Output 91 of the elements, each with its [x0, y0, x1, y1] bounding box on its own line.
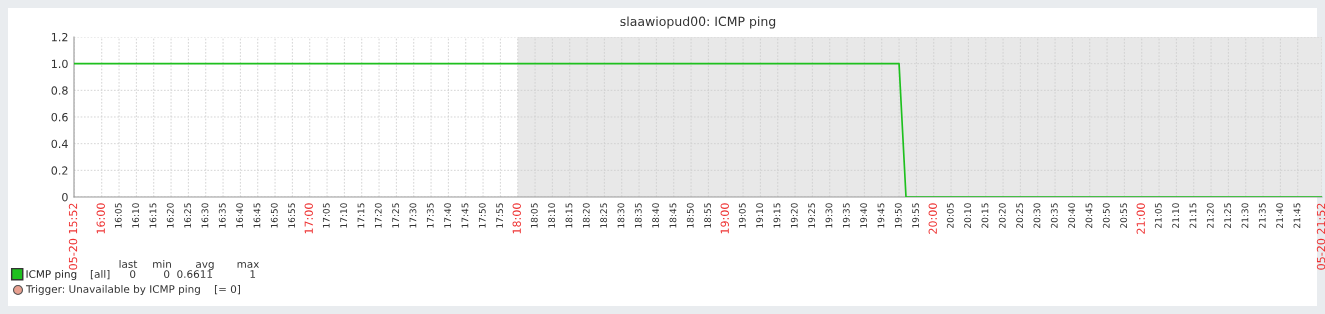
x-tick-label: 21:30: [1241, 203, 1249, 228]
x-tick-label: 16:40: [236, 203, 244, 228]
text: min: [153, 259, 171, 268]
x-tick-label: 16:35: [218, 203, 226, 228]
x-tick-label: 16:50: [270, 203, 278, 228]
x-tick-label: 17:15: [357, 203, 365, 228]
x-tick-label: 19:25: [808, 203, 816, 228]
x-tick-label: 21:35: [1258, 203, 1266, 228]
x-tick-label: 20:35: [1050, 203, 1058, 228]
x-tick-label: 16:15: [149, 203, 157, 228]
chart-title: slaawiopud00: ICMP ping: [620, 16, 776, 29]
x-tick-label: 19:30: [825, 203, 833, 228]
y-tick-label: 1.0: [51, 59, 68, 69]
x-tick-label: 17:00: [304, 203, 313, 234]
x-tick-label: 05-20 21:52: [1316, 203, 1325, 270]
x-tick-label: 19:35: [842, 203, 850, 228]
x-tick-label: 16:10: [132, 203, 140, 228]
x-tick-label: 18:20: [582, 203, 590, 228]
x-tick-label: 17:50: [478, 203, 486, 228]
x-tick-label: 20:20: [998, 203, 1006, 228]
y-tick-label: 0.6: [51, 112, 68, 122]
x-tick-label: 19:10: [756, 203, 764, 228]
x-tick-label: 21:15: [1189, 203, 1197, 228]
x-tick-label: 17:20: [374, 203, 382, 228]
x-tick-label: 17:35: [426, 203, 434, 228]
x-tick-label: 16:00: [96, 203, 105, 234]
x-tick-label: 16:30: [201, 203, 209, 228]
x-tick-label: 05-20 15:52: [68, 203, 78, 270]
text: avg: [196, 262, 214, 271]
x-tick-label: 16:45: [253, 203, 261, 228]
x-tick-label: 19:40: [860, 203, 868, 228]
x-tick-label: 16:25: [184, 203, 192, 228]
text: 0.6611: [177, 270, 213, 279]
x-tick-label: 21:40: [1276, 203, 1284, 228]
x-tick-label: 19:15: [773, 203, 781, 228]
y-tick-label: 0.4: [51, 139, 68, 149]
text: 0: [130, 270, 136, 279]
x-tick-label: 18:35: [634, 203, 642, 228]
text: max: [237, 262, 260, 269]
x-tick-label: 16:05: [114, 203, 122, 228]
x-tick-label: 20:40: [1068, 203, 1076, 228]
legend-label: ICMP ping: [26, 269, 77, 281]
x-tick-label: 17:55: [496, 203, 504, 228]
x-tick-label: 18:30: [617, 203, 625, 228]
x-tick-label: 19:45: [877, 203, 885, 228]
x-tick-label: 18:00: [512, 203, 521, 234]
x-tick-label: 17:30: [409, 203, 417, 228]
x-tick-label: 18:15: [565, 203, 573, 228]
y-tick-label: 0.8: [51, 86, 68, 95]
text: 0: [164, 270, 170, 279]
x-tick-label: 19:05: [738, 203, 746, 228]
text: last: [119, 259, 138, 269]
y-tick-label: 0: [62, 192, 68, 202]
text: Trigger: Unavailable by ICMP ping [= 0]: [25, 284, 240, 296]
x-tick-label: 20:05: [946, 203, 954, 228]
x-tick-label: 17:10: [340, 203, 348, 228]
x-tick-label: 20:45: [1085, 203, 1093, 228]
x-tick-label: 21:25: [1224, 203, 1232, 228]
x-tick-label: 20:00: [928, 203, 937, 234]
x-tick-label: 17:40: [444, 203, 452, 228]
x-tick-label: 20:30: [1033, 203, 1041, 228]
x-tick-label: 18:40: [652, 203, 660, 228]
x-tick-label: 21:20: [1206, 203, 1214, 228]
x-tick-label: 20:25: [1016, 203, 1024, 228]
x-tick-label: 18:55: [704, 203, 712, 228]
text: [all]: [90, 269, 110, 280]
x-tick-label: 20:50: [1102, 203, 1110, 228]
y-tick-label: 0.2: [51, 166, 68, 175]
x-tick-label: 17:05: [322, 203, 330, 228]
x-tick-label: 21:00: [1136, 203, 1145, 234]
x-tick-label: 21:05: [1154, 203, 1162, 228]
x-tick-label: 19:20: [790, 203, 798, 228]
x-tick-label: 18:50: [686, 203, 694, 228]
x-tick-label: 20:10: [964, 203, 972, 228]
x-tick-label: 21:10: [1172, 203, 1180, 228]
x-tick-label: 18:25: [600, 203, 608, 228]
x-tick-label: 16:55: [288, 203, 296, 228]
x-tick-label: 18:05: [530, 203, 538, 228]
text: 1: [250, 270, 256, 278]
x-tick-label: 19:50: [894, 203, 902, 228]
x-tick-label: 17:45: [461, 203, 469, 228]
x-tick-label: 20:15: [981, 203, 989, 228]
x-tick-label: 19:00: [720, 203, 729, 234]
x-tick-label: 18:10: [548, 203, 556, 228]
x-tick-label: 16:20: [166, 203, 174, 228]
x-tick-label: 19:55: [912, 203, 920, 228]
x-tick-label: 17:25: [392, 203, 400, 228]
x-tick-label: 20:55: [1120, 203, 1128, 228]
y-tick-label: 1.2: [51, 32, 68, 42]
x-tick-label: 21:45: [1293, 203, 1301, 228]
x-tick-label: 18:45: [669, 203, 677, 228]
